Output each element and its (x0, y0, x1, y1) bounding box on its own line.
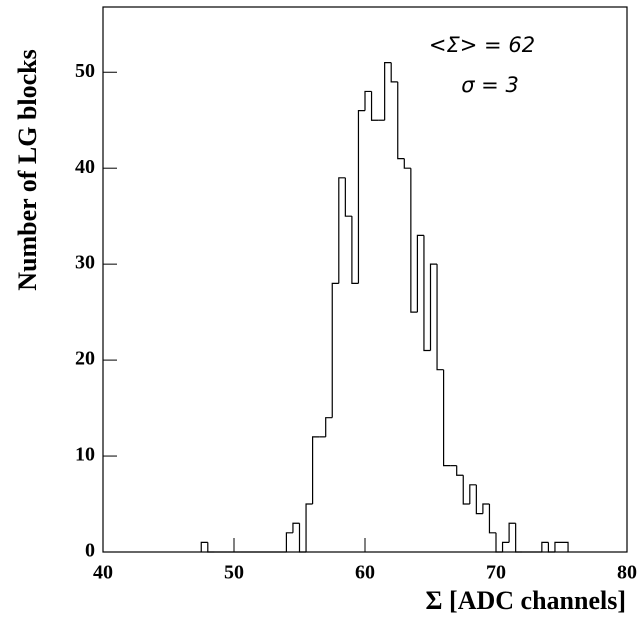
histogram-bin (462, 475, 470, 505)
histogram-bin (475, 484, 483, 515)
histogram-bin (344, 177, 352, 217)
histogram-bin (416, 234, 424, 313)
histogram-bin (561, 541, 569, 552)
histogram-bin (305, 503, 313, 552)
x-axis-label: Σ [ADC channels] (426, 586, 626, 615)
histogram-bin (292, 522, 300, 533)
histogram-bin (397, 81, 405, 160)
histogram-bin (325, 417, 333, 437)
histogram-bin (331, 282, 339, 418)
histogram-bin (436, 264, 444, 371)
histogram-bin (410, 168, 418, 313)
histogram-bin (207, 542, 215, 553)
histogram-bin (312, 436, 320, 505)
histogram-bin (357, 110, 365, 284)
histogram-bin (384, 62, 392, 121)
histogram-bin (508, 522, 516, 543)
annotation: σ = 3 (461, 73, 519, 97)
histogram-bin (456, 465, 464, 476)
plot-frame (102, 6, 628, 553)
histogram-bin (370, 91, 379, 121)
annotation: <Σ> = 62 (429, 33, 535, 57)
y-tick-label: 10 (75, 444, 95, 466)
histogram-bin (547, 542, 555, 553)
y-tick-label: 40 (75, 156, 95, 178)
x-tick-label: 50 (224, 562, 244, 584)
histogram-bin (338, 177, 346, 284)
histogram-bin (488, 504, 496, 534)
histogram-bin (351, 216, 359, 284)
x-tick-label: 60 (355, 562, 375, 584)
histogram-bin (429, 263, 438, 351)
histogram-bin (285, 532, 293, 552)
x-tick-label: 70 (486, 562, 506, 584)
histogram-bin (390, 62, 398, 83)
x-tick-label: 80 (617, 562, 637, 584)
histogram-bin (443, 369, 451, 467)
y-tick-label: 30 (75, 252, 95, 274)
histogram-bin (554, 541, 562, 552)
histogram-bin (469, 484, 477, 505)
histogram-bin (200, 541, 208, 552)
y-tick-label: 20 (75, 348, 95, 370)
histogram-bin (482, 503, 490, 514)
histogram-bin (403, 158, 411, 169)
histogram-bin (495, 532, 503, 553)
y-tick-label: 0 (85, 540, 95, 562)
histogram-bin (423, 235, 431, 352)
histogram-bin (298, 523, 307, 553)
histogram-bin (515, 523, 523, 553)
y-axis-label: Number of LG blocks (13, 49, 42, 291)
x-tick-label: 40 (93, 562, 113, 584)
histogram-bin (364, 90, 372, 111)
y-tick-label: 50 (75, 60, 95, 82)
histogram-bin (501, 541, 510, 552)
histogram-bin (541, 541, 549, 552)
